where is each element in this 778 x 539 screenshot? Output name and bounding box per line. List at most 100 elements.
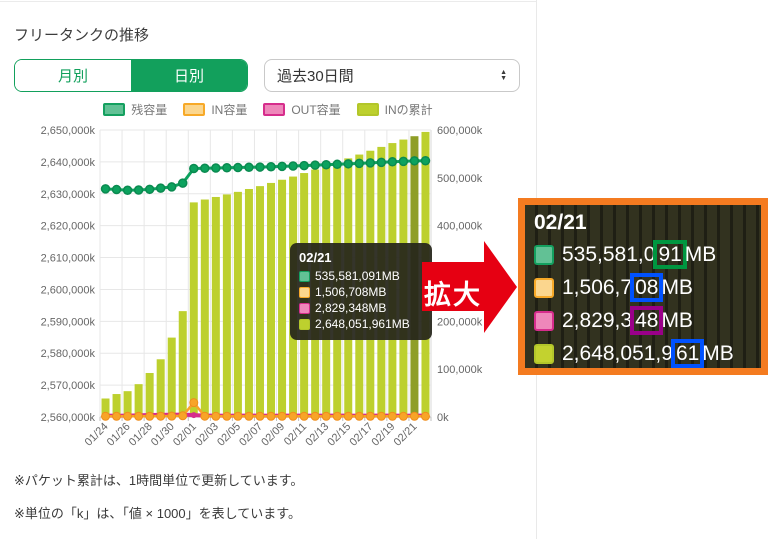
left-axis-tick-label: 2,650,000k (41, 125, 96, 137)
remaining-point[interactable] (310, 160, 320, 170)
remaining-point[interactable] (233, 162, 243, 173)
in-point[interactable] (178, 411, 188, 421)
remaining-point[interactable] (332, 159, 342, 170)
remaining-point[interactable] (354, 158, 365, 169)
remaining-point[interactable] (111, 184, 122, 195)
in-point[interactable] (222, 411, 232, 421)
remaining-point[interactable] (100, 184, 111, 194)
remaining-point[interactable] (255, 162, 265, 172)
in-point[interactable] (156, 411, 166, 421)
in-point[interactable] (123, 411, 133, 421)
in-point[interactable] (233, 411, 243, 421)
x-axis-tick-label: 02/07 (237, 421, 265, 449)
remaining-point[interactable] (420, 155, 431, 166)
tooltip-row-in: 1,506,708MB (299, 284, 423, 300)
cumulative-bar[interactable] (189, 202, 198, 417)
in-point[interactable] (189, 398, 199, 408)
cumulative-bar[interactable] (200, 199, 209, 417)
x-axis-tick-label: 02/03 (193, 421, 221, 449)
remaining-point[interactable] (321, 159, 331, 170)
remaining-point[interactable] (387, 157, 398, 167)
in-swatch-icon (299, 286, 310, 298)
remaining-point[interactable] (398, 156, 409, 167)
remaining-point[interactable] (189, 163, 199, 174)
in-point[interactable] (101, 411, 111, 421)
legend-item-in[interactable]: IN容量 (183, 101, 247, 118)
in-point[interactable] (167, 411, 177, 421)
cumulative-bar[interactable] (112, 394, 121, 417)
remaining-point[interactable] (277, 161, 287, 172)
in-point[interactable] (398, 411, 408, 421)
remaining-point[interactable] (409, 156, 420, 166)
remaining-point[interactable] (244, 162, 254, 173)
in-point[interactable] (112, 411, 122, 421)
legend-item-remaining[interactable]: 残容量 (103, 101, 167, 118)
in-point[interactable] (299, 411, 309, 421)
cumulative-bar[interactable] (267, 182, 276, 417)
in-point[interactable] (288, 411, 298, 421)
toggle-daily-button[interactable]: 日別 (131, 60, 247, 91)
in-point[interactable] (343, 411, 353, 421)
remaining-point[interactable] (343, 159, 353, 169)
page-title: フリータンクの推移 (14, 27, 150, 44)
remaining-point[interactable] (299, 160, 309, 171)
in-point[interactable] (409, 411, 419, 421)
in-point[interactable] (354, 411, 364, 421)
digit-highlight: 91 (653, 240, 687, 269)
cumulative-bar[interactable] (278, 179, 287, 417)
x-axis-tick-label: 02/09 (259, 421, 287, 449)
in-point[interactable] (134, 411, 144, 421)
in-point[interactable] (244, 411, 254, 421)
remaining-point[interactable] (222, 163, 232, 173)
in-point[interactable] (332, 411, 342, 421)
cumulative-bar[interactable] (211, 196, 220, 417)
in-point[interactable] (310, 411, 320, 421)
footnote-packet-update: ※パケット累計は、1時間単位で更新しています。 (14, 473, 304, 488)
cumulative-bar[interactable] (233, 191, 242, 417)
x-axis-tick-label: 02/19 (370, 421, 398, 449)
legend-item-out[interactable]: OUT容量 (263, 101, 341, 118)
in-point[interactable] (266, 411, 276, 421)
remaining-point[interactable] (155, 183, 166, 193)
cumulative-bar[interactable] (167, 337, 176, 417)
period-toggle: 月別 日別 (14, 59, 248, 92)
remaining-point[interactable] (376, 157, 387, 168)
cumulative-bar[interactable] (134, 384, 143, 417)
x-axis-tick-label: 01/28 (127, 421, 155, 449)
in-point[interactable] (387, 411, 397, 421)
toggle-monthly-button[interactable]: 月別 (15, 60, 131, 91)
remaining-point[interactable] (288, 161, 298, 171)
in-point[interactable] (200, 411, 210, 421)
remaining-point[interactable] (122, 185, 133, 196)
legend-item-cumulative[interactable]: INの累計 (356, 101, 433, 118)
out-point[interactable] (190, 412, 197, 419)
cumulative-bar[interactable] (255, 186, 264, 417)
remaining-point[interactable] (266, 161, 276, 172)
cumulative-bar[interactable] (244, 188, 253, 417)
remaining-point[interactable] (365, 158, 376, 168)
in-point[interactable] (365, 411, 375, 421)
in-point[interactable] (420, 411, 430, 421)
remaining-point[interactable] (144, 184, 155, 195)
in-point[interactable] (211, 411, 221, 421)
cumulative-bar[interactable] (156, 359, 165, 417)
cumulative-bar[interactable] (178, 311, 187, 417)
remaining-point[interactable] (200, 163, 210, 174)
cumulative-bar[interactable] (123, 391, 132, 417)
in-point[interactable] (145, 411, 155, 421)
in-point[interactable] (376, 411, 386, 421)
in-point[interactable] (255, 411, 265, 421)
in-point[interactable] (321, 411, 331, 421)
remaining-point[interactable] (166, 182, 177, 192)
in-point[interactable] (277, 411, 287, 421)
remaining-point[interactable] (178, 178, 188, 188)
period-select[interactable]: 過去30日間 ▲ ▼ (264, 59, 520, 92)
cumulative-bar[interactable] (101, 398, 110, 417)
cumulative-bar[interactable] (145, 372, 154, 417)
tooltip-row-out: 2,829,348MB (299, 300, 423, 316)
right-axis-tick-label: 500,000k (437, 173, 483, 185)
remaining-point[interactable] (133, 185, 144, 195)
remaining-point[interactable] (211, 163, 221, 173)
left-axis-tick-label: 2,640,000k (41, 157, 96, 169)
cumulative-bar[interactable] (222, 194, 231, 417)
